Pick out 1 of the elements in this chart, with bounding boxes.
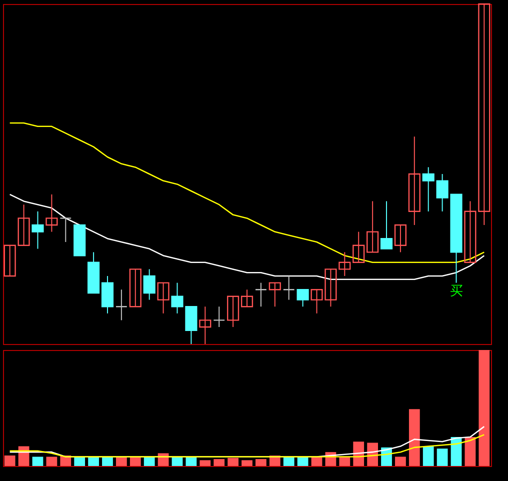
annotation: 买 bbox=[450, 284, 463, 299]
